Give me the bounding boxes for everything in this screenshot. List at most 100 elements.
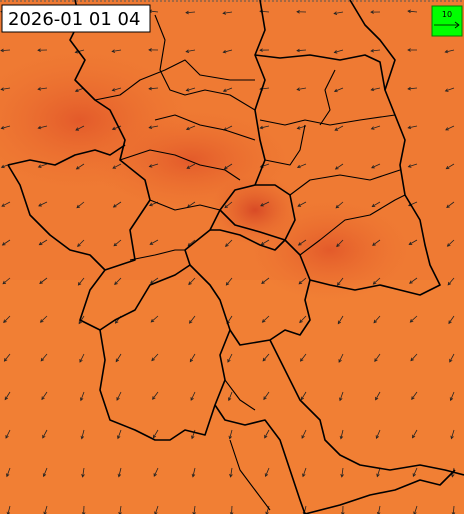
wind-arrow	[223, 87, 233, 92]
wind-arrow	[413, 505, 418, 514]
wind-arrow-head	[410, 357, 414, 362]
wind-arrow-head	[302, 473, 306, 478]
wind-arrow	[261, 277, 270, 284]
wind-arrow-head	[78, 320, 82, 325]
wind-arrow	[340, 429, 344, 439]
wind-arrow	[337, 277, 344, 286]
district-border	[94, 59, 255, 101]
wind-arrow	[38, 201, 48, 207]
wind-arrow-head	[261, 319, 266, 323]
wind-arrow-head	[154, 511, 158, 514]
wind-arrow	[39, 277, 48, 284]
wind-arrow	[374, 353, 381, 362]
wind-arrow	[231, 505, 233, 514]
wind-arrow	[260, 201, 270, 207]
wind-arrow	[376, 467, 381, 477]
wind-arrow-head	[185, 126, 190, 131]
wind-arrow-head	[408, 241, 413, 245]
wind-arrow-head	[37, 164, 42, 168]
wind-arrow	[373, 277, 381, 285]
wind-arrow	[446, 163, 455, 170]
wind-arrow	[186, 49, 196, 53]
wind-arrow-head	[148, 48, 152, 52]
wind-arrow-head	[1, 242, 6, 246]
wind-arrow	[40, 353, 48, 362]
wind-arrow-head	[411, 396, 415, 400]
district-border	[319, 69, 336, 126]
wind-arrow	[187, 239, 196, 247]
wind-arrow	[445, 87, 455, 92]
wind-arrow-head	[371, 203, 376, 207]
border	[69, 0, 266, 331]
wind-arrow	[5, 429, 11, 439]
district-border	[299, 194, 406, 256]
wind-arrow	[372, 239, 381, 246]
wind-arrow	[263, 391, 270, 400]
wind-arrow-head	[3, 358, 8, 362]
wind-arrow	[300, 391, 307, 400]
wind-arrow-head	[296, 164, 301, 169]
wind-arrow-head	[341, 512, 345, 514]
border	[219, 184, 296, 241]
timestamp: 2026-01 01 04	[8, 9, 140, 30]
wind-arrow	[1, 87, 11, 90]
wind-arrow	[152, 391, 159, 400]
wind-arrow-head	[375, 396, 379, 401]
wind-arrow-head	[79, 359, 83, 363]
wind-arrow	[80, 391, 85, 401]
wind-arrow	[2, 277, 11, 285]
wind-arrow-head	[74, 88, 79, 93]
border	[7, 144, 126, 166]
wind-arrow	[113, 239, 122, 247]
wind-arrow-head	[77, 282, 82, 286]
wind-arrow-head	[407, 48, 411, 52]
wind-arrow	[76, 201, 85, 209]
wind-arrow-head	[148, 86, 152, 91]
wind-arrow-head	[150, 318, 155, 323]
wind-arrow-head	[3, 319, 7, 324]
wind-arrow-head	[39, 280, 43, 285]
wind-arrow	[410, 353, 418, 361]
wind-arrow-head	[264, 473, 269, 478]
wind-arrow-head	[298, 280, 303, 285]
wind-arrow	[371, 163, 381, 169]
wind-arrow-head	[340, 473, 344, 478]
district-border	[224, 379, 256, 411]
wind-arrow-head	[296, 126, 301, 130]
wind-arrow-head	[338, 359, 342, 363]
wind-arrow	[375, 391, 381, 401]
wind-arrow-head	[376, 473, 380, 478]
wind-arrow-head	[116, 397, 120, 401]
wind-arrow-head	[0, 164, 5, 169]
wind-arrow	[76, 163, 85, 170]
wind-arrow-head	[74, 50, 79, 54]
wind-arrow	[446, 201, 455, 208]
wind-arrow	[191, 429, 196, 439]
wind-arrow	[4, 353, 11, 362]
wind-arrow	[185, 11, 196, 14]
wind-arrow-head	[115, 358, 120, 363]
wind-arrow	[334, 87, 344, 92]
wind-arrow	[226, 277, 233, 286]
wind-arrow	[335, 163, 344, 170]
wind-arrow	[297, 163, 307, 168]
wind-arrow	[264, 429, 270, 439]
legend-box	[431, 5, 463, 37]
wind-arrow-head	[149, 280, 154, 284]
wind-arrow	[151, 353, 159, 361]
wind-arrow	[149, 239, 159, 245]
wind-arrow	[112, 49, 122, 52]
wind-arrow-head	[334, 166, 339, 170]
district-border	[289, 169, 401, 196]
wind-arrow	[43, 467, 48, 477]
wind-arrow	[81, 429, 85, 439]
wind-arrow-head	[80, 397, 84, 402]
wind-arrow	[337, 315, 344, 324]
wind-arrow-head	[447, 281, 452, 286]
wind-arrow-head	[229, 473, 233, 478]
wind-arrow-head	[333, 11, 338, 15]
wind-arrow	[228, 391, 233, 401]
wind-arrow-head	[80, 435, 85, 440]
wind-arrow	[78, 315, 85, 324]
